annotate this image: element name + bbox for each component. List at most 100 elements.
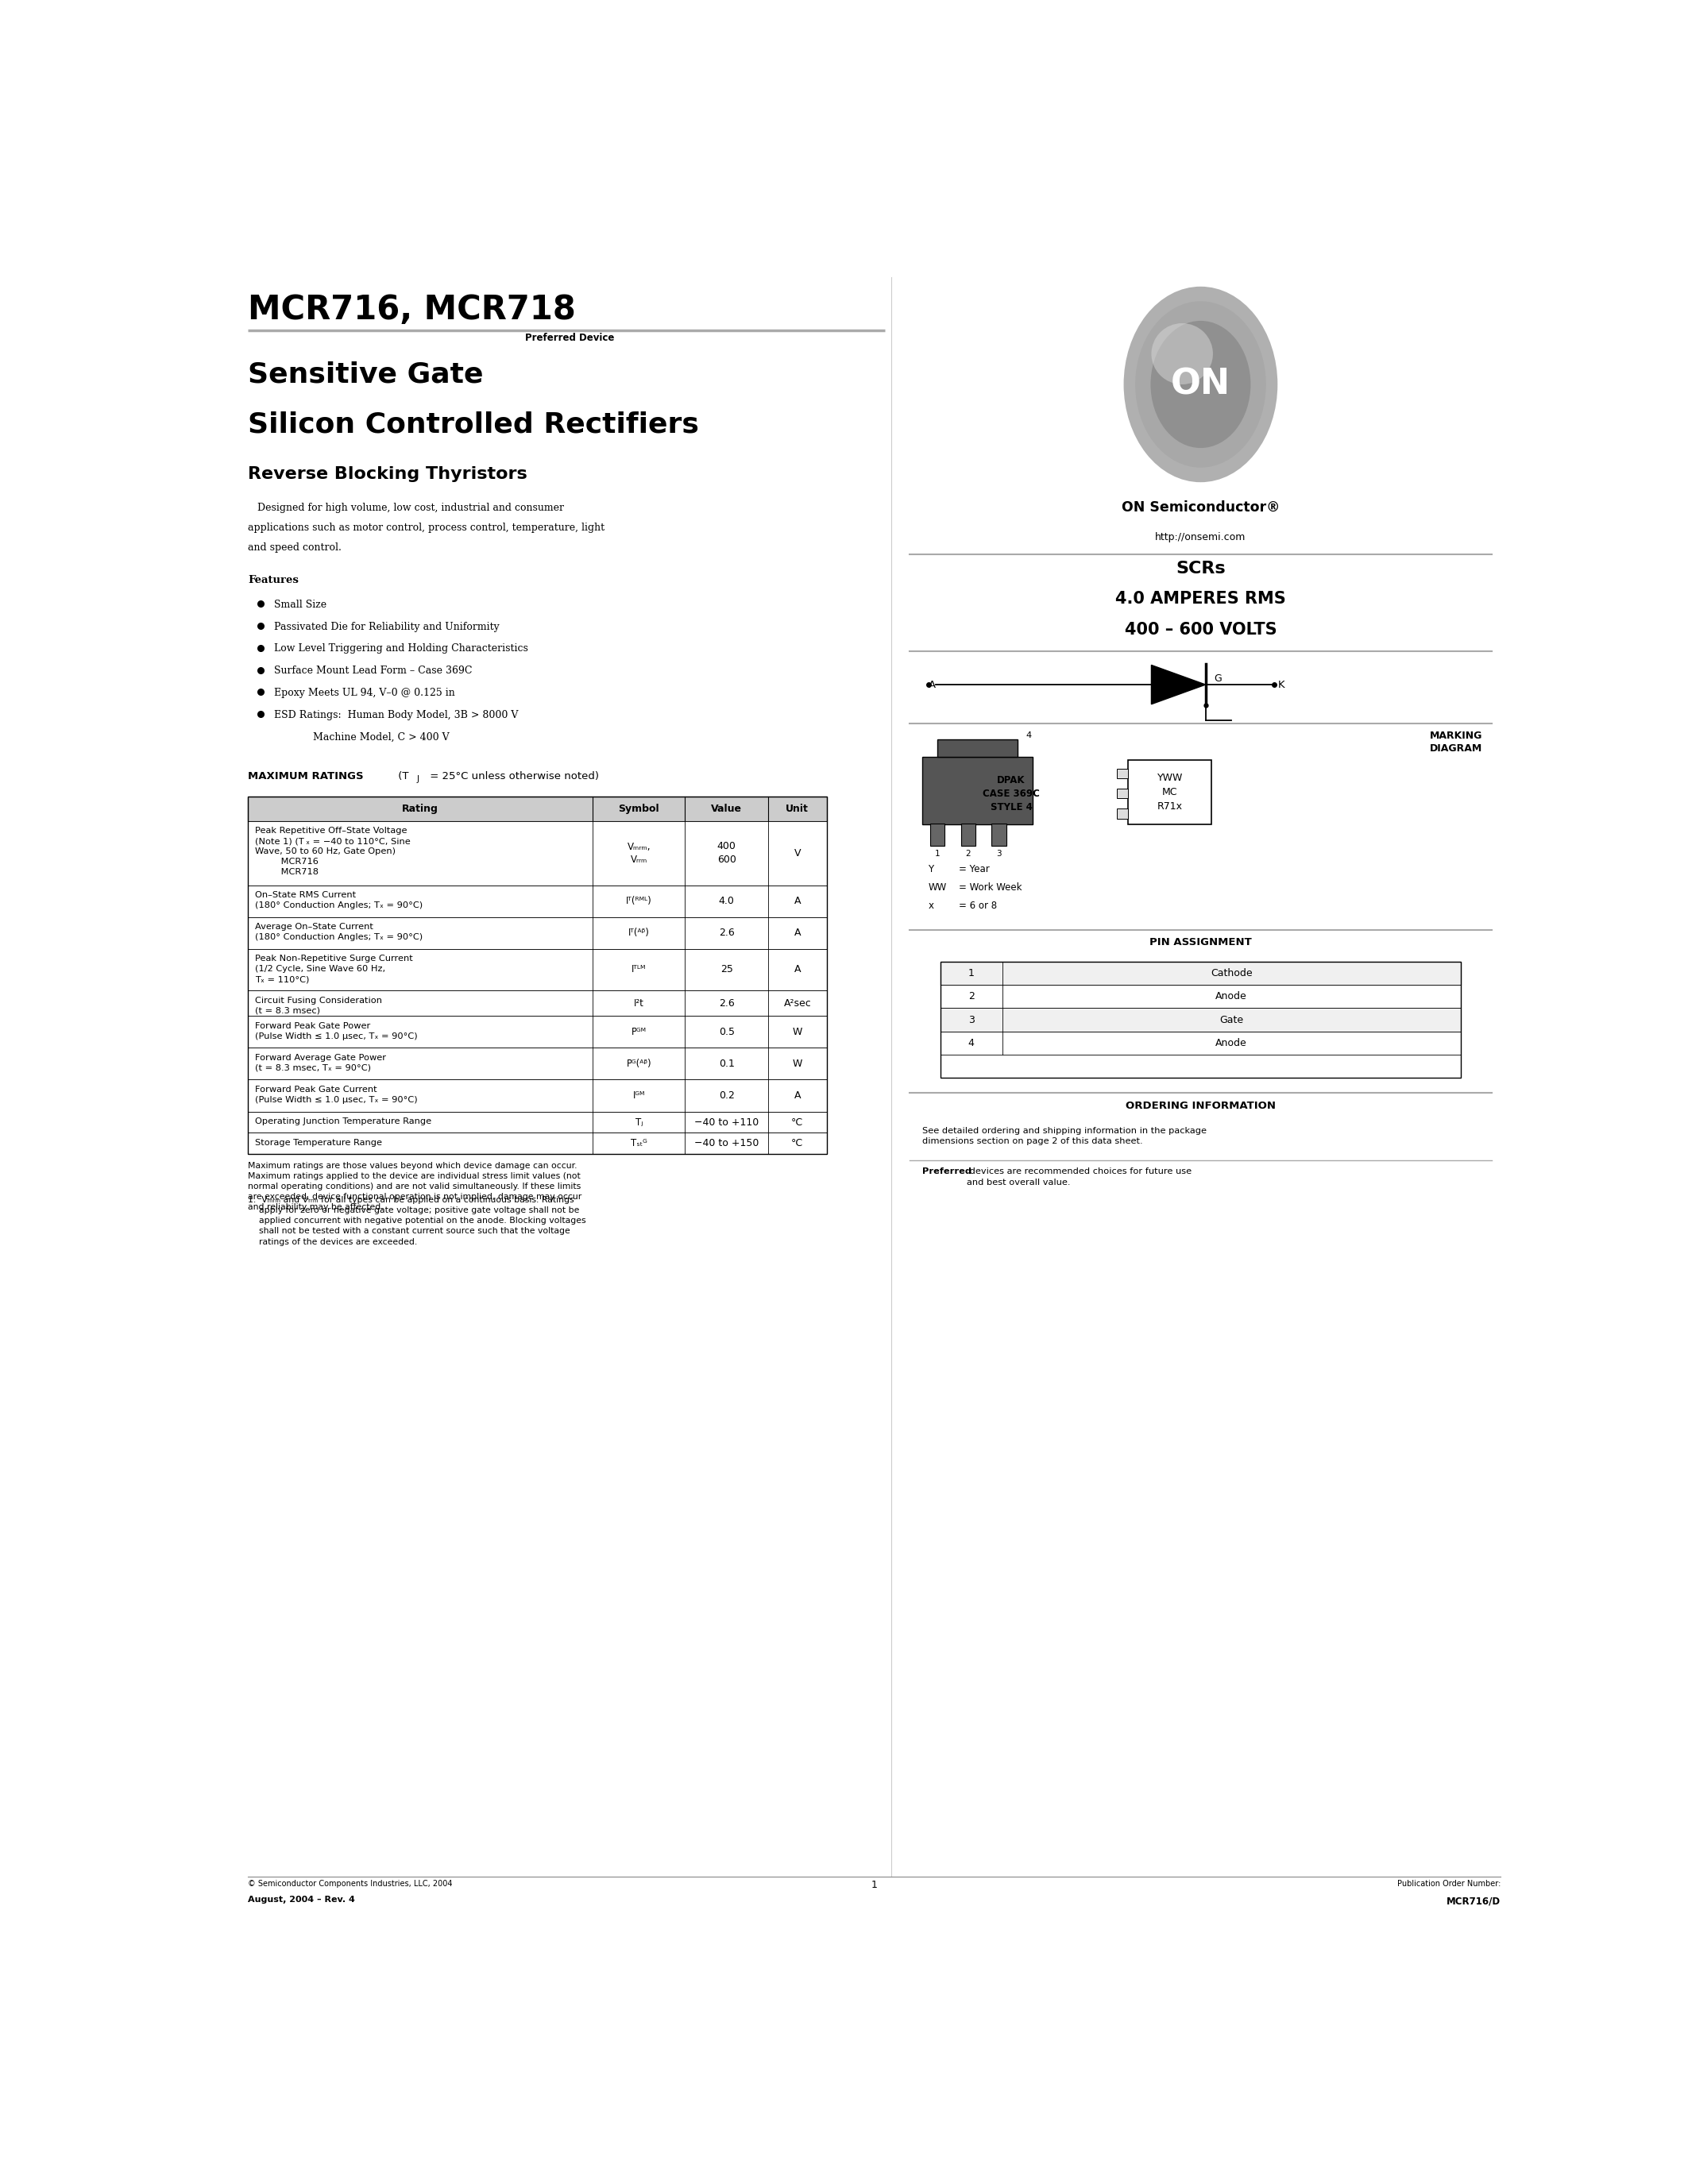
- Text: °C: °C: [792, 1116, 803, 1127]
- Text: ORDERING INFORMATION: ORDERING INFORMATION: [1126, 1101, 1276, 1112]
- Ellipse shape: [1151, 323, 1214, 384]
- Text: Epoxy Meets UL 94, V–0 @ 0.125 in: Epoxy Meets UL 94, V–0 @ 0.125 in: [273, 688, 454, 699]
- Text: Anode: Anode: [1215, 992, 1247, 1002]
- Text: V: V: [793, 847, 800, 858]
- Bar: [248, 1079, 827, 1112]
- Bar: [1117, 769, 1128, 778]
- Text: −40 to +110: −40 to +110: [694, 1116, 760, 1127]
- Bar: [940, 961, 1460, 985]
- Text: W: W: [792, 1059, 802, 1068]
- Text: Pᴳ(ᴬᵝ): Pᴳ(ᴬᵝ): [626, 1059, 652, 1068]
- Text: MCR716/D: MCR716/D: [1447, 1896, 1501, 1907]
- Text: MAXIMUM RATINGS: MAXIMUM RATINGS: [248, 771, 363, 782]
- Text: A: A: [793, 928, 800, 939]
- Text: 4: 4: [969, 1037, 974, 1048]
- Text: A: A: [793, 965, 800, 974]
- Text: 3: 3: [996, 850, 1001, 858]
- Text: Small Size: Small Size: [273, 601, 326, 609]
- Bar: [248, 797, 827, 1155]
- Text: Value: Value: [711, 804, 743, 815]
- Text: 2.6: 2.6: [719, 998, 734, 1009]
- Text: Cathode: Cathode: [1210, 968, 1252, 978]
- Text: A: A: [928, 679, 935, 690]
- Text: Symbol: Symbol: [618, 804, 660, 815]
- Text: Anode: Anode: [1215, 1037, 1247, 1048]
- Text: 0.2: 0.2: [719, 1090, 734, 1101]
- Text: G: G: [1214, 673, 1222, 684]
- Text: Average On–State Current
(180° Conduction Angles; Tₓ = 90°C): Average On–State Current (180° Conductio…: [255, 924, 424, 941]
- Bar: [960, 823, 976, 845]
- Text: 4: 4: [1026, 732, 1031, 740]
- Text: http://onsemi.com: http://onsemi.com: [1155, 533, 1246, 542]
- Ellipse shape: [1136, 301, 1266, 467]
- Text: Forward Peak Gate Power
(Pulse Width ≤ 1.0 μsec, Tₓ = 90°C): Forward Peak Gate Power (Pulse Width ≤ 1…: [255, 1022, 419, 1040]
- Text: x: x: [928, 900, 933, 911]
- Text: A²sec: A²sec: [783, 998, 812, 1009]
- Text: Storage Temperature Range: Storage Temperature Range: [255, 1140, 383, 1147]
- Text: Sensitive Gate: Sensitive Gate: [248, 360, 483, 389]
- Text: Reverse Blocking Thyristors: Reverse Blocking Thyristors: [248, 467, 527, 483]
- Text: Tⱼ: Tⱼ: [635, 1116, 643, 1127]
- Text: Circuit Fusing Consideration
(t = 8.3 msec): Circuit Fusing Consideration (t = 8.3 ms…: [255, 996, 383, 1016]
- Text: Iᵀᴸᴹ: Iᵀᴸᴹ: [631, 965, 647, 974]
- Text: (T: (T: [395, 771, 408, 782]
- Text: Low Level Triggering and Holding Characteristics: Low Level Triggering and Holding Charact…: [273, 644, 528, 653]
- Text: Gate: Gate: [1219, 1016, 1244, 1024]
- Text: Peak Repetitive Off–State Voltage
(Note 1) (T ₓ = −40 to 110°C, Sine
Wave, 50 to: Peak Repetitive Off–State Voltage (Note …: [255, 828, 410, 876]
- Text: Forward Peak Gate Current
(Pulse Width ≤ 1.0 μsec, Tₓ = 90°C): Forward Peak Gate Current (Pulse Width ≤…: [255, 1085, 419, 1103]
- Text: 3: 3: [969, 1016, 974, 1024]
- Bar: [248, 948, 827, 989]
- Text: 25: 25: [721, 965, 733, 974]
- Bar: [248, 885, 827, 917]
- Text: YWW
MC
R71x: YWW MC R71x: [1156, 773, 1183, 812]
- Text: See detailed ordering and shipping information in the package
dimensions section: See detailed ordering and shipping infor…: [922, 1127, 1207, 1144]
- Text: Tₛₜᴳ: Tₛₜᴳ: [631, 1138, 647, 1149]
- Text: Publication Order Number:: Publication Order Number:: [1398, 1880, 1501, 1887]
- Text: 2: 2: [969, 992, 974, 1002]
- Bar: [248, 1112, 827, 1133]
- Text: Iᵀ(ᴬᵝ): Iᵀ(ᴬᵝ): [628, 928, 650, 939]
- Text: Y: Y: [928, 865, 933, 874]
- Bar: [248, 797, 827, 821]
- Bar: [248, 917, 827, 948]
- Bar: [248, 1016, 827, 1048]
- Text: W: W: [792, 1026, 802, 1037]
- Bar: [922, 758, 1033, 823]
- Text: Iᵀ(ᴿᴹᴸ): Iᵀ(ᴿᴹᴸ): [626, 895, 652, 906]
- Text: MCR716, MCR718: MCR716, MCR718: [248, 293, 576, 325]
- Text: A: A: [793, 895, 800, 906]
- Text: 1.  Vₘᵣₘ and Vᵣᵣₘ for all types can be applied on a continuous basis. Ratings
  : 1. Vₘᵣₘ and Vᵣᵣₘ for all types can be ap…: [248, 1197, 586, 1245]
- Bar: [1117, 788, 1128, 799]
- Text: Preferred: Preferred: [922, 1168, 971, 1175]
- Text: Operating Junction Temperature Range: Operating Junction Temperature Range: [255, 1118, 432, 1125]
- Text: I²t: I²t: [633, 998, 645, 1009]
- Bar: [248, 989, 827, 1016]
- Text: ON Semiconductor®: ON Semiconductor®: [1121, 500, 1280, 515]
- Text: 4.0: 4.0: [719, 895, 734, 906]
- Text: = 25°C unless otherwise noted): = 25°C unless otherwise noted): [427, 771, 599, 782]
- Text: Designed for high volume, low cost, industrial and consumer: Designed for high volume, low cost, indu…: [248, 502, 564, 513]
- Text: PIN ASSIGNMENT: PIN ASSIGNMENT: [1150, 937, 1252, 948]
- Text: © Semiconductor Components Industries, LLC, 2004: © Semiconductor Components Industries, L…: [248, 1880, 452, 1887]
- Text: 2: 2: [966, 850, 971, 858]
- Text: ON: ON: [1171, 367, 1231, 402]
- Bar: [940, 961, 1460, 985]
- Text: 0.1: 0.1: [719, 1059, 734, 1068]
- Bar: [940, 985, 1460, 1009]
- Bar: [248, 821, 827, 885]
- Bar: [248, 1133, 827, 1155]
- Bar: [1128, 760, 1212, 823]
- Text: SCRs: SCRs: [1177, 561, 1225, 577]
- Text: −40 to +150: −40 to +150: [694, 1138, 760, 1149]
- Text: Vₘᵣₘ,
Vᵣᵣₘ: Vₘᵣₘ, Vᵣᵣₘ: [628, 841, 650, 865]
- Bar: [1117, 808, 1128, 819]
- Text: August, 2004 – Rev. 4: August, 2004 – Rev. 4: [248, 1896, 354, 1904]
- Text: Maximum ratings are those values beyond which device damage can occur.
Maximum r: Maximum ratings are those values beyond …: [248, 1162, 582, 1212]
- Text: Preferred Device: Preferred Device: [525, 332, 614, 343]
- Text: = Year: = Year: [959, 865, 989, 874]
- Text: J: J: [417, 775, 419, 784]
- Polygon shape: [1151, 666, 1205, 703]
- Text: and speed control.: and speed control.: [248, 542, 341, 553]
- Text: devices are recommended choices for future use
and best overall value.: devices are recommended choices for futu…: [966, 1168, 1192, 1186]
- Text: Rating: Rating: [402, 804, 439, 815]
